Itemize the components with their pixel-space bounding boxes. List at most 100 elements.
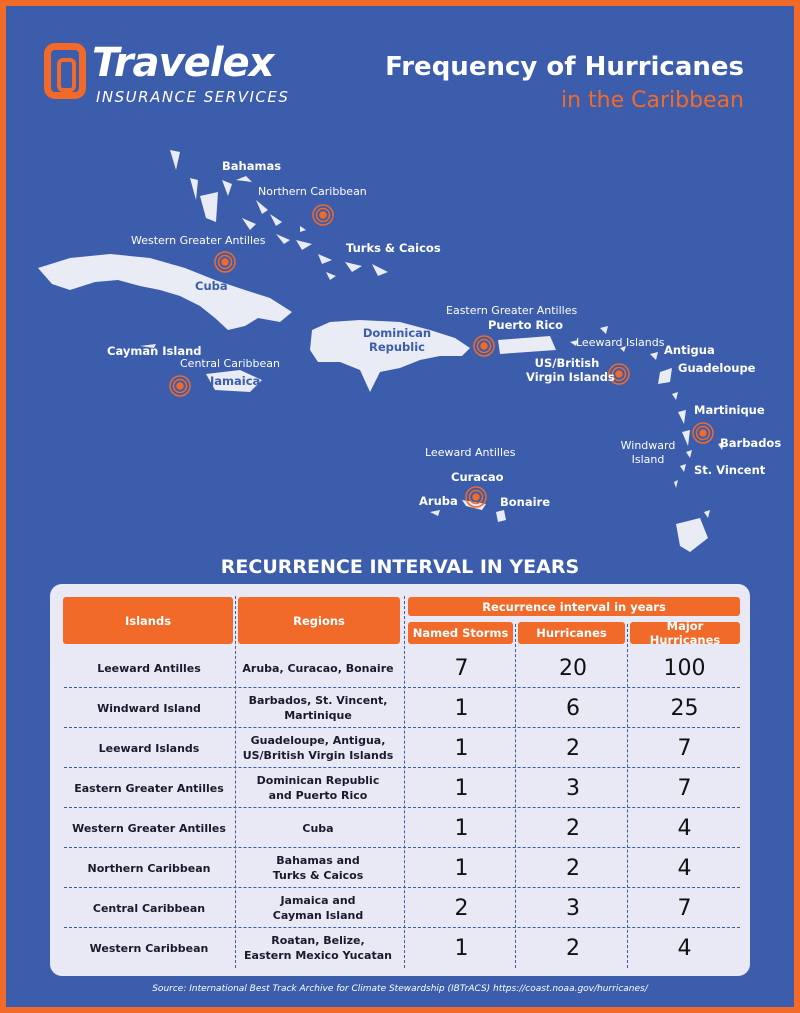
island-cell: Leeward Antilles <box>97 661 201 675</box>
header-named-storms: Named Storms <box>408 622 513 644</box>
label-aruba: Aruba <box>419 494 458 508</box>
label-puerto-rico: Puerto Rico <box>488 318 564 332</box>
travelex-logo-icon <box>44 43 86 99</box>
label-jamaica: Jamaica <box>210 374 261 388</box>
table-row: Leeward Islands Guadeloupe, Antigua, US/B… <box>64 728 740 768</box>
label-windward-island: Windward Island <box>620 439 676 467</box>
major-hurricanes-cell: 4 <box>677 815 692 841</box>
hispaniola-island <box>310 320 470 392</box>
table-row: Western Greater Antilles Cuba 1 2 4 <box>64 808 740 848</box>
island-cell: Eastern Greater Antilles <box>74 781 224 795</box>
region-cell: Guadeloupe, Antigua, US/British Virgin I… <box>242 734 394 762</box>
label-line: Dominican <box>362 326 432 340</box>
page-title: Frequency of Hurricanes <box>385 52 744 82</box>
infographic: Travelex INSURANCE SERVICES Frequency of… <box>6 6 794 1007</box>
region-cell: Jamaica and Cayman Island <box>272 894 364 922</box>
marker-ring <box>615 370 623 378</box>
header-recurrence: Recurrence interval in years <box>408 597 740 616</box>
hurricanes-cell: 2 <box>566 935 580 961</box>
marker-ring <box>319 211 327 219</box>
named-storms-cell: 1 <box>454 735 469 761</box>
hurricanes-cell: 6 <box>566 695 580 721</box>
named-storms-cell: 1 <box>454 935 469 961</box>
hurricanes-cell: 3 <box>566 775 580 801</box>
marker-ring <box>699 429 707 437</box>
header-regions: Regions <box>238 597 400 644</box>
label-bonaire: Bonaire <box>500 495 551 509</box>
major-hurricanes-cell: 7 <box>677 895 692 921</box>
hurricanes-cell: 3 <box>566 895 580 921</box>
table-row: Windward Island Barbados, St. Vincent, Ma… <box>64 688 740 728</box>
named-storms-cell: 7 <box>454 655 469 681</box>
region-cell: Cuba <box>302 821 334 835</box>
named-storms-cell: 1 <box>454 775 469 801</box>
label-antigua: Antigua <box>664 343 715 357</box>
caribbean-map <box>38 150 724 552</box>
label-st-vincent: St. Vincent <box>694 463 766 477</box>
marker-ring <box>169 375 191 397</box>
hurricane-target-icon <box>692 422 714 444</box>
table-row: Central Caribbean Jamaica and Cayman Isla… <box>64 888 740 928</box>
marker-ring <box>221 258 229 266</box>
table-row: Eastern Greater Antilles Dominican Republ… <box>64 768 740 808</box>
jamaica-island <box>206 370 262 392</box>
region-cell: Bahamas and Turks & Caicos <box>272 854 364 882</box>
hurricane-target-icon <box>312 204 334 226</box>
island-cell: Leeward Islands <box>98 741 200 755</box>
label-line: Island <box>631 453 665 466</box>
region-cell: Barbados, St. Vincent, Martinique <box>248 694 388 722</box>
label-turks-caicos: Turks & Caicos <box>346 241 441 255</box>
column-divider <box>627 624 628 968</box>
marker-ring <box>312 204 334 226</box>
hurricane-target-icon <box>465 486 487 508</box>
table-row: Northern Caribbean Bahamas and Turks & Ca… <box>64 848 740 888</box>
source-note: Source: International Best Track Archive… <box>152 984 648 994</box>
column-divider <box>235 596 236 968</box>
marker-ring <box>465 486 487 508</box>
label-central-caribbean: Central Caribbean <box>180 357 280 370</box>
table-row: Western Caribbean Roatan, Belize, Eastern… <box>64 928 740 968</box>
marker-ring <box>172 378 188 394</box>
label-martinique: Martinique <box>694 403 765 417</box>
hurricane-target-icon <box>608 363 630 385</box>
hurricanes-cell: 2 <box>566 855 580 881</box>
hurricane-target-icon <box>473 335 495 357</box>
column-divider <box>515 624 516 968</box>
cayman-island <box>140 344 156 348</box>
cuba-island <box>38 254 292 330</box>
island-cell: Windward Island <box>97 701 201 715</box>
marker-ring <box>473 335 495 357</box>
island-cell: Central Caribbean <box>92 901 206 915</box>
island-cell: Western Greater Antilles <box>72 821 226 835</box>
hurricanes-cell: 2 <box>566 815 580 841</box>
island-cell: Northern Caribbean <box>87 861 211 875</box>
marker-ring <box>476 338 492 354</box>
header-islands: Islands <box>63 597 233 644</box>
named-storms-cell: 1 <box>454 695 469 721</box>
major-hurricanes-cell: 100 <box>663 655 706 681</box>
brand-tagline: INSURANCE SERVICES <box>96 88 290 106</box>
table-row: Leeward Antilles Aruba, Curacao, Bonaire 7… <box>64 648 740 688</box>
named-storms-cell: 2 <box>454 895 469 921</box>
marker-ring <box>217 254 233 270</box>
major-hurricanes-cell: 4 <box>677 855 692 881</box>
marker-ring <box>472 493 480 501</box>
label-dominican-republic: Dominican Republic <box>362 326 432 354</box>
puerto-rico-island <box>498 336 556 354</box>
label-curacao: Curacao <box>451 470 504 484</box>
label-barbados: Barbados <box>720 436 782 450</box>
island-cell: Western Caribbean <box>89 941 209 955</box>
marker-ring <box>692 422 714 444</box>
hurricane-target-icon <box>214 251 236 273</box>
label-cuba: Cuba <box>195 279 228 293</box>
marker-ring <box>315 207 331 223</box>
major-hurricanes-cell: 4 <box>677 935 692 961</box>
marker-ring <box>611 366 627 382</box>
label-western-greater-antilles: Western Greater Antilles <box>131 234 266 247</box>
table-title: RECURRENCE INTERVAL IN YEARS <box>220 556 580 578</box>
label-leeward-islands: Leeward Islands <box>576 336 665 349</box>
marker-ring <box>176 382 184 390</box>
region-cell: Dominican Republic and Puerto Rico <box>256 774 380 802</box>
label-bahamas: Bahamas <box>222 159 282 173</box>
label-eastern-greater-antilles: Eastern Greater Antilles <box>446 304 578 317</box>
